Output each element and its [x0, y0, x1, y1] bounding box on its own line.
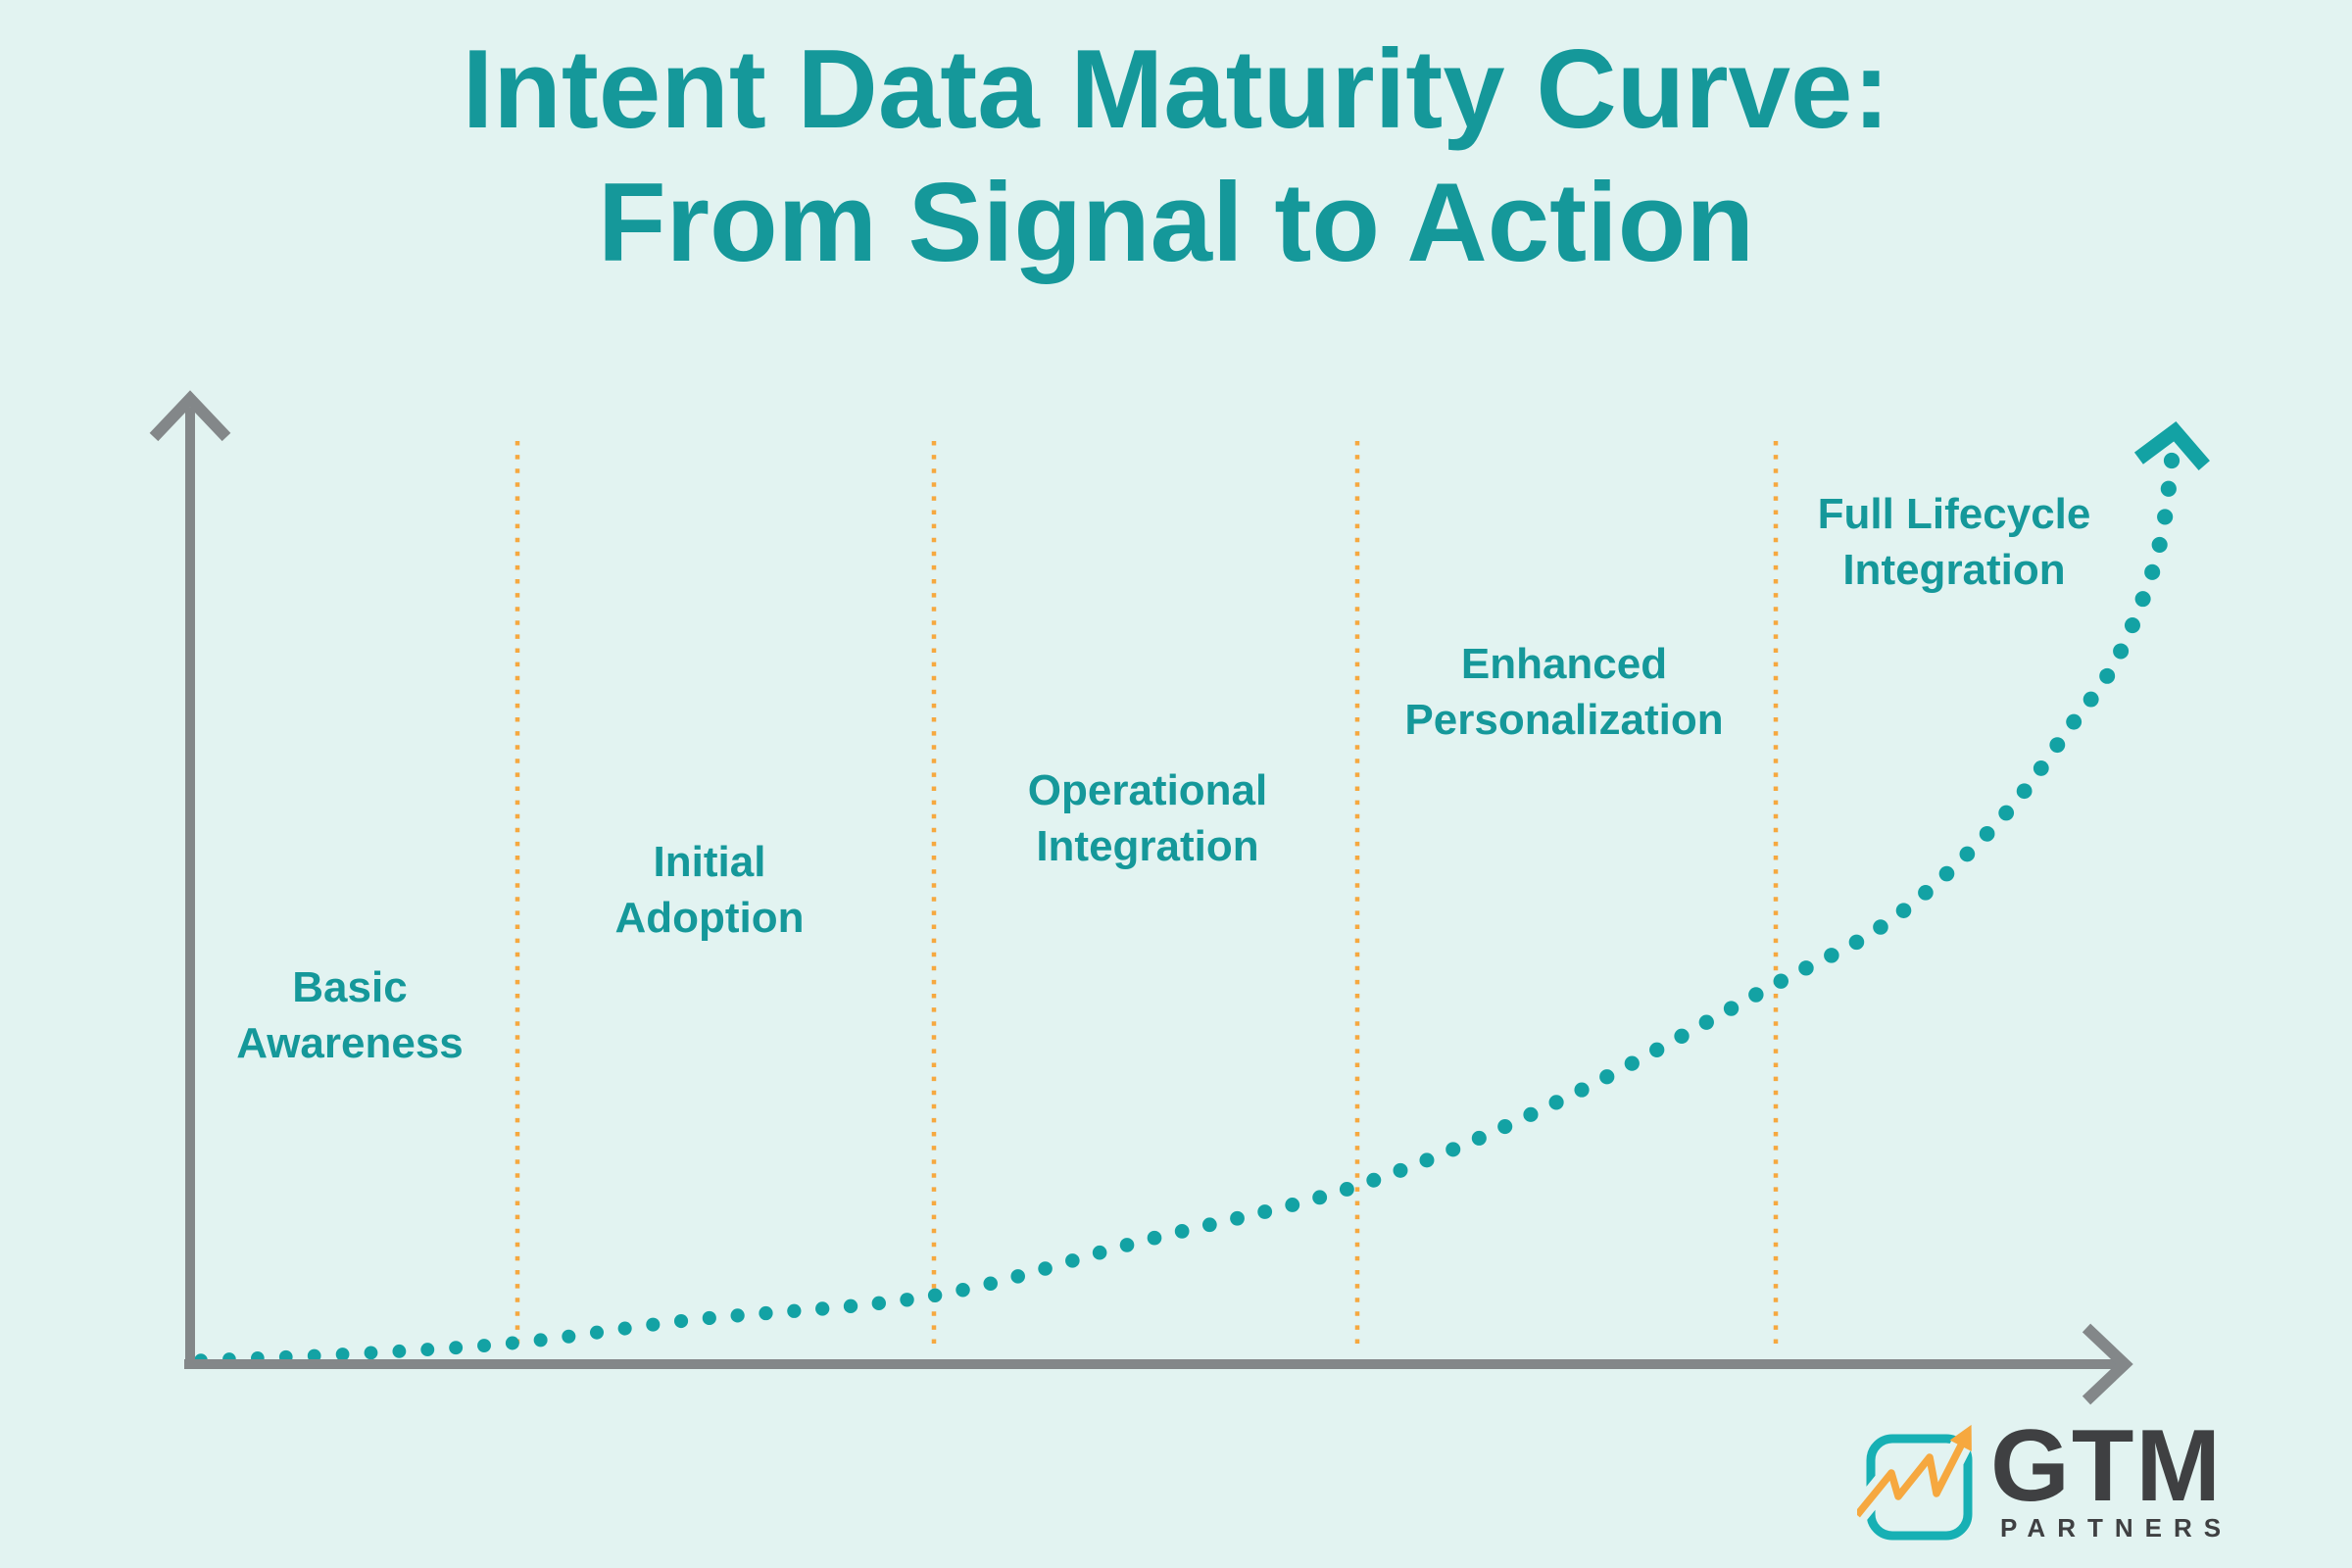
page-title: Intent Data Maturity Curve: From Signal …	[0, 24, 2352, 290]
curve-arrowhead-icon	[2133, 420, 2210, 470]
stage-label-line: Awareness	[236, 1019, 464, 1067]
gtm-logo-text: GTM	[1990, 1409, 2224, 1523]
stage-label-line: Integration	[1842, 546, 2066, 594]
stage-label-initial-adoption: Initial Adoption	[614, 834, 804, 946]
stage-label-basic-awareness: Basic Awareness	[236, 959, 464, 1071]
stage-label-full-lifecycle-integration: Full Lifecycle Integration	[1818, 486, 2091, 598]
stage-label-line: Initial	[653, 838, 766, 886]
stage-label-line: Basic	[292, 963, 408, 1011]
chart-axes	[149, 390, 2133, 1405]
gtm-partners-logo: GTM PARTNERS	[1857, 1409, 2233, 1551]
stage-label-line: Enhanced	[1460, 640, 1668, 688]
page-title-line-1: Intent Data Maturity Curve:	[462, 27, 1890, 152]
stage-label-enhanced-personalization: Enhanced Personalization	[1404, 636, 1723, 748]
growth-chart-arrow-icon	[1857, 1424, 1973, 1541]
stage-label-line: Operational	[1027, 766, 1268, 814]
stage-label-operational-integration: Operational Integration	[1028, 762, 1268, 874]
stage-label-line: Integration	[1036, 822, 1259, 870]
stage-label-line: Adoption	[614, 894, 805, 942]
page-title-line-2: From Signal to Action	[597, 161, 1755, 285]
gtm-logo-subtext: PARTNERS	[2000, 1513, 2233, 1543]
stage-label-line: Personalization	[1404, 696, 1724, 744]
stage-label-line: Full Lifecycle	[1817, 490, 2091, 538]
